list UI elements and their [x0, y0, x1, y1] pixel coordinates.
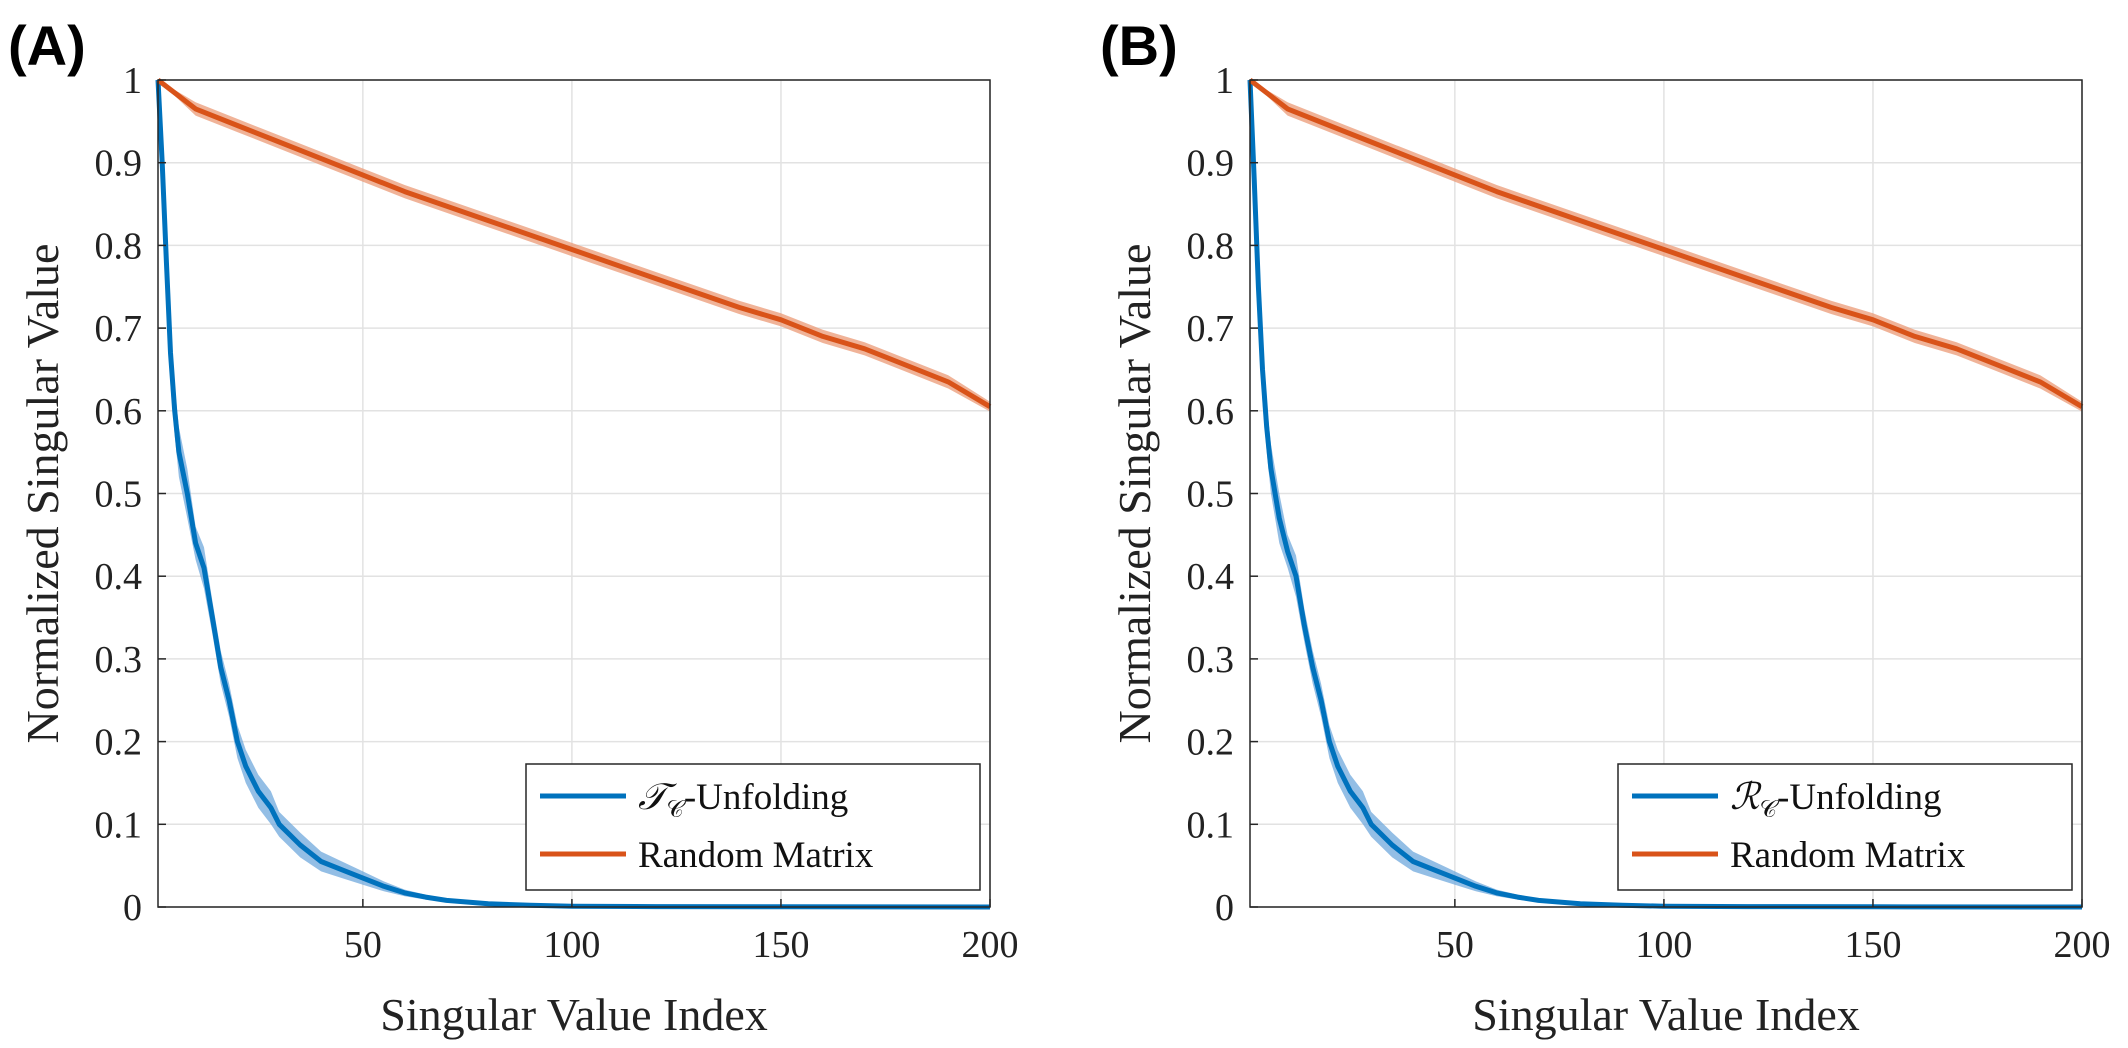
x-tick-label: 100 — [1635, 924, 1692, 966]
y-tick-label: 0.5 — [1187, 474, 1235, 516]
x-axis-label: Singular Value Index — [380, 989, 768, 1040]
legend-box — [525, 763, 981, 891]
legend-box — [1617, 763, 2073, 891]
y-axis-label: Normalized Singular Value — [17, 244, 68, 744]
panel-label: (B) — [1100, 14, 1178, 77]
y-tick-label: 1 — [1215, 60, 1234, 102]
legend-label-suffix: -Unfolding — [1777, 777, 1941, 818]
y-axis-label: Normalized Singular Value — [1109, 244, 1160, 744]
y-tick-label: 0.2 — [1187, 722, 1235, 764]
y-tick-label: 0.3 — [1187, 639, 1235, 681]
y-tick-label: 0.4 — [1187, 556, 1235, 598]
y-tick-label: 0.7 — [95, 308, 143, 350]
x-tick-label: 50 — [344, 924, 382, 966]
y-tick-label: 0 — [1215, 887, 1234, 929]
y-tick-label: 0.6 — [95, 391, 143, 433]
series-1-band — [1250, 80, 2082, 412]
legend-label-symbol: ℛ — [1730, 777, 1762, 818]
x-tick-label: 50 — [1436, 924, 1474, 966]
series-1-band — [158, 80, 990, 412]
y-tick-label: 0.1 — [95, 804, 143, 846]
y-tick-label: 0.8 — [95, 225, 143, 267]
y-tick-label: 0.6 — [1187, 391, 1235, 433]
y-tick-label: 0.7 — [1187, 308, 1235, 350]
x-tick-label: 150 — [1844, 924, 1901, 966]
panel-a: 50 100 150 200 0 0.1 0.2 0.3 0.4 0.5 0.6 0.7 0.8 0.9 1… — [8, 14, 1019, 1040]
y-tick-label: 0.9 — [1187, 143, 1235, 185]
legend-label-subscript: 𝒞 — [1760, 797, 1780, 823]
x-tick-label: 100 — [543, 924, 600, 966]
series-1-line — [1248, 78, 2084, 409]
y-tick-label: 0.2 — [95, 722, 143, 764]
y-tick-label: 0.9 — [95, 143, 143, 185]
x-tick-label: 200 — [962, 924, 1019, 966]
legend-label-1: Random Matrix — [638, 835, 874, 876]
x-axis-label: Singular Value Index — [1472, 989, 1860, 1040]
series-0-line — [155, 79, 991, 910]
y-tick-label: 0 — [123, 887, 142, 929]
y-tick-label: 0.4 — [95, 556, 143, 598]
y-tick-label: 0.5 — [95, 474, 143, 516]
panel-label: (A) — [8, 14, 86, 77]
x-tick-label: 200 — [2054, 924, 2111, 966]
x-tick-label: 150 — [752, 924, 809, 966]
y-tick-label: 0.3 — [95, 639, 143, 681]
y-tick-label: 0.8 — [1187, 225, 1235, 267]
legend-label-suffix: -Unfolding — [684, 777, 848, 818]
legend-label-0: ℛ𝒞-Unfolding — [1730, 777, 1941, 823]
series-1-line — [156, 78, 992, 409]
series-0-line — [1247, 79, 2083, 910]
panel-b: 50 100 150 200 0 0.1 0.2 0.3 0.4 0.5 0.6 0.7 0.8 0.9 1… — [1100, 14, 2111, 1040]
legend-label-0: 𝒯𝒞-Unfolding — [638, 777, 848, 823]
y-tick-label: 0.1 — [1187, 804, 1235, 846]
legend-label-1: Random Matrix — [1730, 835, 1966, 876]
legend-label-subscript: 𝒞 — [666, 797, 686, 823]
y-tick-label: 1 — [123, 60, 142, 102]
